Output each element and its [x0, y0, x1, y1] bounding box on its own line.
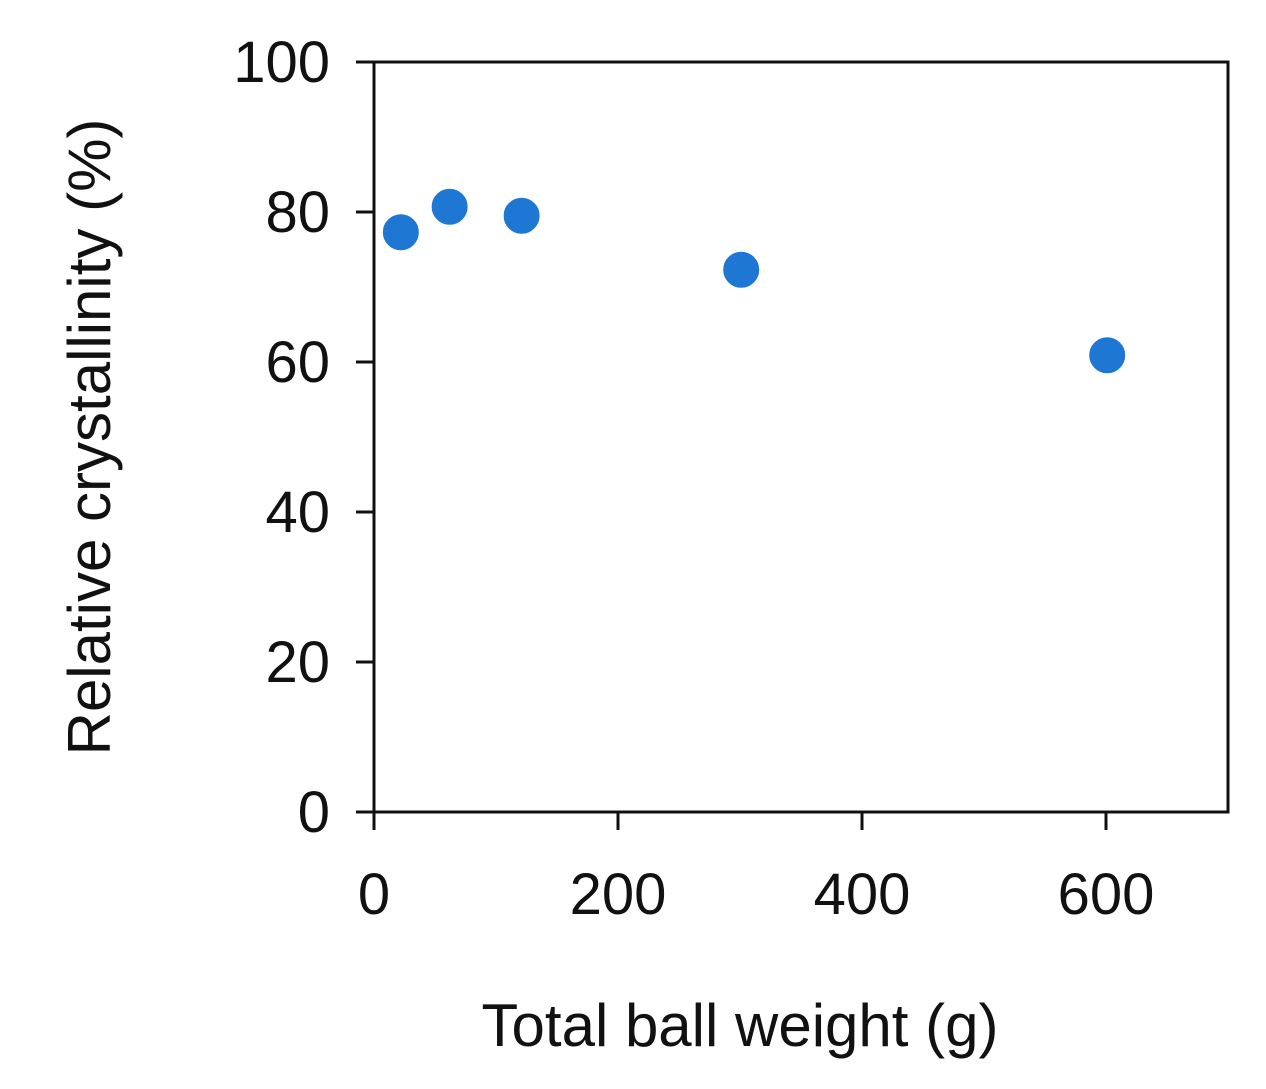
- data-point: [380, 212, 421, 253]
- x-tick-label: 600: [1058, 862, 1155, 927]
- y-axis: 0 20 40 60 80 100: [233, 30, 374, 845]
- y-tick-label: 60: [265, 330, 330, 395]
- x-tick-label: 400: [814, 862, 911, 927]
- y-tick-label: 20: [265, 630, 330, 695]
- data-point: [501, 195, 542, 236]
- x-axis: 0 200 400 600: [358, 812, 1155, 927]
- y-tick-label: 80: [265, 180, 330, 245]
- y-tick-label: 100: [233, 30, 330, 95]
- x-tick-label: 0: [358, 862, 390, 927]
- y-tick-label: 40: [265, 480, 330, 545]
- data-point: [1087, 335, 1128, 376]
- x-axis-title: Total ball weight (g): [482, 992, 999, 1059]
- plot-frame: [372, 60, 1230, 814]
- data-points: [380, 186, 1128, 376]
- y-tick-label: 0: [298, 780, 330, 845]
- data-point: [721, 249, 762, 290]
- x-tick-label: 200: [570, 862, 667, 927]
- data-point: [429, 186, 470, 227]
- y-axis-title: Relative crystallinity (%): [56, 119, 123, 756]
